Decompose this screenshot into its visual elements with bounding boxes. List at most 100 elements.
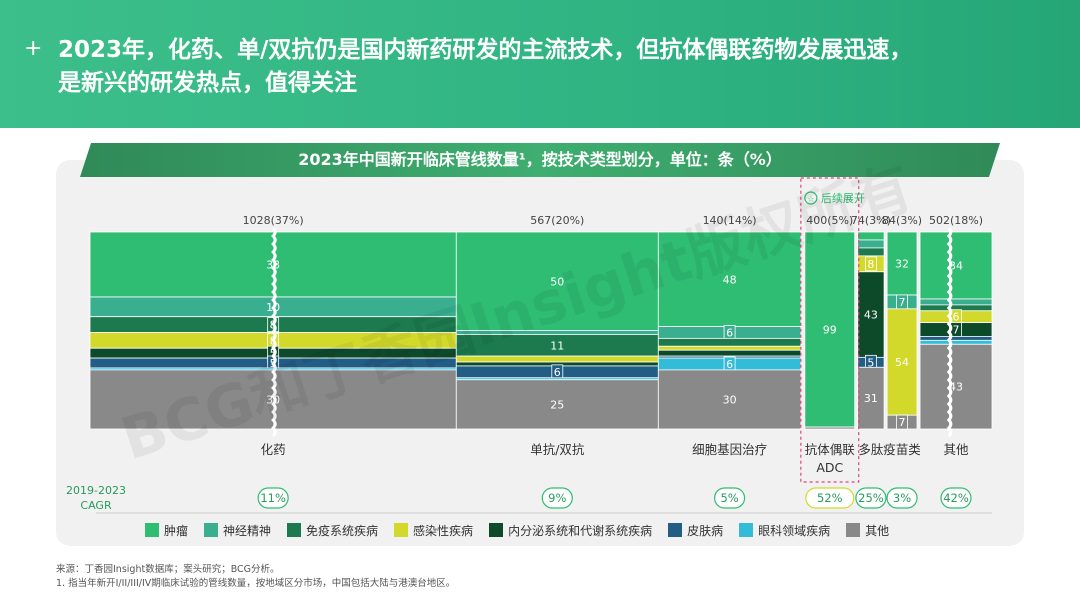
- cagr-value: 5%: [720, 491, 738, 505]
- bar-segment: [455, 231, 659, 331]
- data-label: 30: [266, 393, 280, 406]
- data-label: 30: [723, 393, 737, 406]
- data-label: 33: [266, 259, 280, 272]
- category-label: 多肽: [858, 442, 884, 457]
- legend-swatch: [145, 523, 159, 537]
- data-label-box: [865, 256, 877, 272]
- column-total-label: 400(5%): [806, 214, 853, 227]
- bar-segment: [657, 231, 802, 327]
- bar-segment: [455, 355, 659, 363]
- legend-swatch: [204, 523, 219, 537]
- expand-label: 后续展开: [821, 191, 865, 205]
- bar-segment: [919, 231, 993, 300]
- data-label: 6: [953, 311, 960, 324]
- legend-item: 内分泌系统和代谢系统疾病: [489, 522, 652, 539]
- data-label: 7: [899, 416, 906, 429]
- column-total-label: 74(3%): [851, 214, 891, 227]
- legend-item: 其他: [846, 522, 889, 539]
- axis-break-mark: [946, 226, 953, 438]
- legend-swatch: [394, 523, 409, 537]
- headline-line-2: 是新兴的研发热点，值得关注: [58, 70, 357, 96]
- cagr-pill: [257, 487, 289, 509]
- data-label: 99: [823, 324, 837, 337]
- category-label: 细胞基因治疗: [692, 442, 767, 457]
- column-total-label: 84(3%): [882, 214, 922, 227]
- adc-highlight-box: [800, 177, 860, 483]
- column-total-label: 567(20%): [530, 214, 584, 227]
- legend-label: 皮肤病: [687, 523, 724, 538]
- legend-label: 其他: [865, 523, 890, 538]
- bar-segment: [857, 247, 885, 257]
- legend-swatch: [287, 523, 302, 537]
- bar-segment: [857, 271, 885, 358]
- legend: 肿瘤 神经精神 免疫系统疾病 感染性疾病 内分泌系统和代谢系统疾病 皮肤病 眼科领域疾病 其他: [145, 521, 905, 539]
- bar-segment: [657, 345, 802, 351]
- bar-segment: [857, 239, 885, 249]
- data-label-box: [896, 414, 908, 430]
- star-glyph: ☆: [807, 195, 814, 204]
- legend-label: 内分泌系统和代谢系统疾病: [508, 523, 653, 538]
- bar-segment: [919, 336, 993, 341]
- data-label: 7: [899, 296, 906, 309]
- category-label: 单抗/双抗: [530, 442, 585, 457]
- data-label: 6: [726, 326, 733, 339]
- data-label: 6: [726, 358, 733, 371]
- category-label: 化药: [261, 442, 286, 457]
- bar-segment: [455, 330, 659, 335]
- data-label: 25: [550, 398, 564, 411]
- data-label: 31: [864, 392, 878, 405]
- bar-segment: [919, 339, 993, 345]
- data-label: 7: [953, 324, 960, 337]
- cagr-pill: [541, 487, 573, 509]
- cagr-pill: [855, 487, 887, 509]
- cagr-pill: [713, 487, 746, 509]
- bar-segment: [657, 337, 802, 347]
- legend-item: 免疫系统疾病: [287, 522, 378, 539]
- data-label: 34: [949, 259, 963, 272]
- legend-label: 感染性疾病: [413, 523, 474, 538]
- bar-segment: [919, 343, 993, 430]
- legend-item: 神经精神: [204, 522, 271, 539]
- legend-item: 感染性疾病: [394, 522, 473, 539]
- cagr-pill: [940, 487, 972, 509]
- data-label: 8: [867, 258, 874, 271]
- bar-segment: [804, 231, 856, 428]
- data-label: 6: [554, 366, 561, 379]
- legend-swatch: [846, 523, 861, 537]
- legend-swatch: [489, 523, 504, 537]
- cagr-axis-label: 2019-2023: [66, 484, 126, 497]
- cagr-value: 11%: [260, 491, 286, 505]
- data-label: 43: [949, 381, 963, 394]
- data-label: 50: [550, 275, 564, 288]
- data-label: 48: [723, 273, 737, 286]
- legend-label: 眼科领域疾病: [758, 523, 831, 538]
- plus-icon: +: [24, 36, 43, 61]
- cagr-value: 3%: [893, 491, 911, 505]
- data-label: 11: [550, 339, 564, 352]
- legend-item: 肿瘤: [145, 522, 188, 539]
- column-total-label: 502(18%): [929, 214, 983, 227]
- category-label: 抗体偶联: [805, 442, 856, 457]
- cagr-value: 52%: [817, 491, 843, 505]
- footnote: 1. 指当年新开I/II/III/IV期临床试验的管线数量，按地域区分市场，中国…: [56, 578, 456, 589]
- bar-segment: [657, 349, 802, 357]
- bar-segment: [657, 369, 802, 430]
- column-total-label: 1028(37%): [243, 214, 304, 227]
- legend-item: 眼科领域疾病: [739, 522, 830, 539]
- legend-label: 神经精神: [223, 523, 272, 538]
- source-note: 来源：丁香园Insight数据库；案头研究；BCG分析。: [56, 564, 280, 575]
- data-label: 5: [867, 356, 874, 369]
- cagr-axis-label: CAGR: [80, 499, 112, 512]
- star-icon: [804, 191, 818, 205]
- category-label: ADC: [816, 460, 843, 475]
- legend-item: 皮肤病: [668, 522, 723, 539]
- cagr-value: 25%: [858, 491, 884, 505]
- bar-segment: [857, 231, 885, 241]
- bar-segment: [857, 366, 885, 430]
- cagr-value: 42%: [943, 491, 969, 505]
- column-total-label: 140(14%): [703, 214, 757, 227]
- header-banner: [0, 0, 1080, 128]
- bar-segment: [804, 426, 856, 430]
- chart-title: 2023年中国新开临床管线数量¹，按技术类型划分，单位：条（%）: [298, 150, 782, 169]
